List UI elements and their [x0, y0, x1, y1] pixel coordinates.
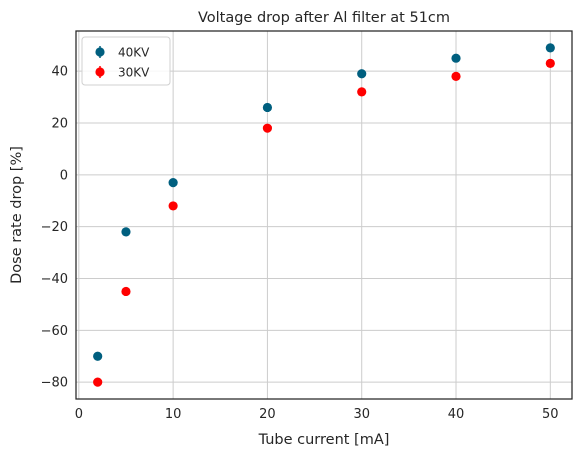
data-point [262, 102, 273, 113]
y-tick-label: 40 [51, 65, 68, 80]
data-point [168, 201, 178, 211]
y-tick-label: 0 [60, 168, 68, 183]
legend: 40KV 30KV [81, 36, 171, 86]
x-tick-label: 0 [75, 407, 83, 422]
data-point [121, 227, 131, 237]
series-30kv [93, 58, 555, 387]
y-tick-label: −40 [41, 272, 68, 287]
x-tick-label: 50 [542, 407, 559, 422]
data-point [545, 43, 555, 53]
data-point [545, 58, 555, 68]
tick-labels: 0 10 20 30 40 50 −80 −60 −40 −20 0 20 40 [41, 65, 559, 422]
data-point [357, 87, 367, 97]
y-tick-label: −20 [41, 220, 68, 235]
x-tick-label: 20 [259, 407, 276, 422]
x-axis-label: Tube current [mA] [258, 432, 390, 448]
data-point [451, 71, 461, 81]
y-axis-label: Dose rate drop [%] [9, 146, 25, 284]
legend-marker [95, 47, 105, 57]
series-40kv [93, 43, 555, 361]
data-point [262, 123, 273, 133]
legend-label: 30KV [118, 66, 150, 80]
x-tick-label: 30 [353, 407, 370, 422]
x-tick-label: 40 [448, 407, 465, 422]
data-point [121, 286, 131, 297]
y-tick-label: −80 [41, 376, 68, 391]
y-tick-label: 20 [51, 117, 68, 132]
legend-label: 40KV [118, 46, 150, 60]
data-point [93, 377, 103, 387]
x-tick-label: 10 [165, 407, 182, 422]
data-points [93, 43, 555, 387]
data-point [168, 178, 178, 188]
data-point [357, 69, 367, 79]
y-tick-label: −60 [41, 324, 68, 339]
chart-title: Voltage drop after Al filter at 51cm [198, 10, 450, 26]
data-point [93, 351, 103, 361]
data-point [451, 53, 461, 63]
plot-frame [75, 30, 573, 400]
grid [76, 31, 572, 399]
legend-marker [95, 67, 105, 77]
